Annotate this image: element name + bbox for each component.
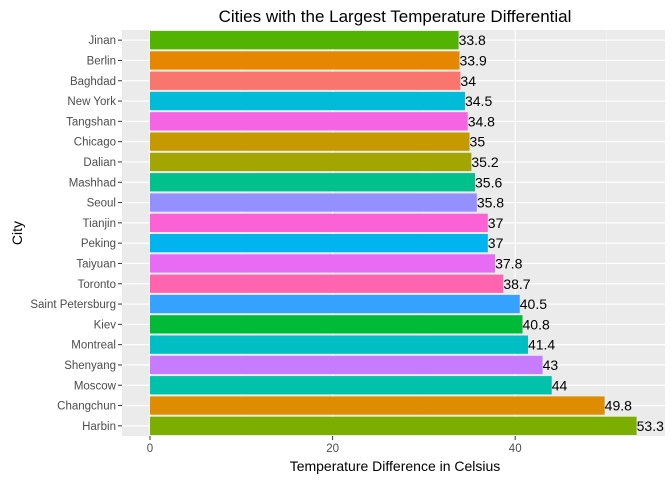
plot-panel bbox=[122, 30, 665, 436]
x-tick-label: 20 bbox=[326, 443, 339, 455]
value-label: 43 bbox=[543, 357, 559, 373]
y-tick-label: Baghdad bbox=[70, 76, 116, 88]
bar-kiev bbox=[150, 315, 523, 334]
bar-mashhad bbox=[150, 173, 476, 192]
y-tick-label: Harbin bbox=[82, 421, 116, 433]
bar-saint-petersburg bbox=[150, 294, 520, 314]
value-label: 34.8 bbox=[468, 113, 495, 129]
value-label: 37 bbox=[488, 235, 504, 251]
value-labels: 53.3 49.8 44 43 41.4 40.8 40.5 38.7 37.8 37 37 35.8… bbox=[459, 32, 664, 434]
y-tick-label: Saint Petersburg bbox=[30, 299, 116, 311]
bar-tangshan bbox=[150, 112, 468, 131]
y-tick-label: Peking bbox=[81, 238, 116, 250]
y-axis: Harbin Changchun Moscow Shenyang Montreal Kie… bbox=[30, 35, 122, 433]
y-tick-label: New York bbox=[67, 96, 116, 108]
y-tick-label: Taiyuan bbox=[76, 258, 116, 270]
bar-changchun bbox=[150, 396, 605, 415]
y-tick-label: Montreal bbox=[71, 340, 116, 352]
value-label: 53.3 bbox=[637, 418, 664, 434]
y-tick-label: Jinan bbox=[89, 35, 117, 47]
y-tick-label: Tangshan bbox=[66, 116, 116, 128]
chart-title: Cities with the Largest Temperature Diff… bbox=[219, 7, 572, 26]
y-tick-label: Seoul bbox=[87, 198, 116, 210]
value-label: 33.8 bbox=[459, 32, 486, 48]
y-tick-label: Chicago bbox=[74, 137, 116, 149]
y-tick-label: Dalian bbox=[83, 157, 116, 169]
y-tick-label: Moscow bbox=[74, 380, 117, 392]
bar-seoul bbox=[150, 193, 477, 212]
bar-harbin bbox=[150, 416, 637, 435]
bar-chicago bbox=[150, 132, 470, 151]
bars bbox=[150, 31, 637, 435]
bar-taiyuan bbox=[150, 254, 496, 273]
x-tick-label: 0 bbox=[147, 443, 153, 455]
value-label: 34 bbox=[460, 73, 476, 89]
y-tick-label: Berlin bbox=[87, 55, 116, 67]
value-label: 37.8 bbox=[495, 255, 522, 271]
value-label: 35.2 bbox=[471, 154, 498, 170]
value-label: 38.7 bbox=[503, 276, 530, 292]
value-label: 33.9 bbox=[460, 52, 487, 68]
y-tick-label: Toronto bbox=[78, 279, 116, 291]
value-label: 35.6 bbox=[475, 174, 502, 190]
bar-montreal bbox=[150, 335, 528, 354]
bar-dalian bbox=[150, 152, 472, 172]
bar-toronto bbox=[150, 274, 504, 293]
y-tick-label: Shenyang bbox=[64, 360, 116, 372]
bar-new-york bbox=[150, 91, 465, 111]
value-label: 49.8 bbox=[605, 398, 632, 414]
bar-tianjin bbox=[150, 213, 488, 232]
bar-shenyang bbox=[150, 355, 543, 375]
value-label: 40.5 bbox=[520, 296, 547, 312]
value-label: 37 bbox=[488, 215, 504, 231]
value-label: 40.8 bbox=[523, 316, 550, 332]
value-label: 41.4 bbox=[528, 337, 555, 353]
bar-jinan bbox=[150, 31, 459, 50]
x-axis: 0 20 40 bbox=[147, 436, 522, 455]
value-label: 35 bbox=[470, 134, 486, 150]
bar-peking bbox=[150, 234, 488, 253]
value-label: 34.5 bbox=[465, 93, 492, 109]
x-axis-title: Temperature Difference in Celsius bbox=[290, 458, 501, 474]
value-label: 44 bbox=[552, 377, 568, 393]
y-tick-label: Tianjin bbox=[83, 218, 116, 230]
y-tick-label: Mashhad bbox=[69, 177, 116, 189]
bar-moscow bbox=[150, 376, 552, 395]
y-tick-label: Changchun bbox=[57, 401, 116, 413]
bar-berlin bbox=[150, 51, 460, 70]
y-tick-label: Kiev bbox=[94, 319, 117, 331]
bar-baghdad bbox=[150, 71, 461, 90]
y-axis-title: City bbox=[9, 221, 25, 245]
x-tick-label: 40 bbox=[509, 443, 522, 455]
value-label: 35.8 bbox=[477, 195, 504, 211]
